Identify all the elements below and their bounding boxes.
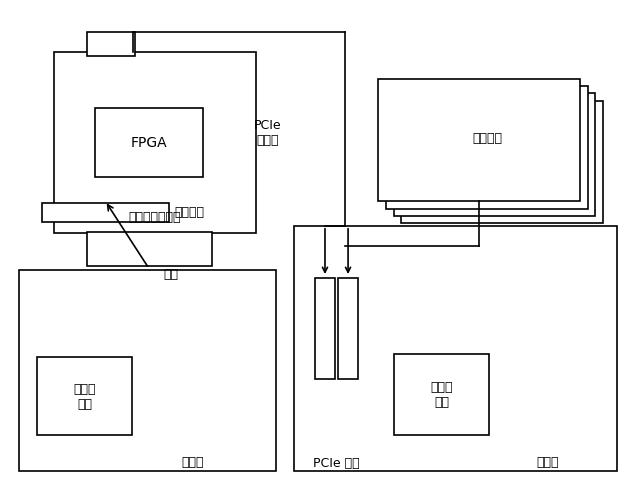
Text: 磁盘阵列: 磁盘阵列 [472,132,502,145]
Bar [95,108,203,177]
Text: 接收机: 接收机 [537,456,560,469]
Text: FPGA: FPGA [130,136,167,150]
Text: PCIe
连接线: PCIe 连接线 [254,118,282,147]
Text: 测试机: 测试机 [181,456,204,469]
Bar [338,278,358,379]
Text: 中央处
理器: 中央处 理器 [430,381,453,409]
Bar [394,354,489,435]
Bar [42,203,169,222]
Bar [19,270,276,471]
Bar [87,232,212,266]
Bar [378,79,580,201]
Bar [394,93,595,216]
Text: 内存插槽: 内存插槽 [174,206,204,219]
Bar [294,226,617,471]
Text: 中央处
理器: 中央处 理器 [73,382,96,411]
Bar [37,357,132,435]
Bar [315,278,335,379]
Text: 插入: 插入 [163,269,178,281]
Bar [401,101,603,223]
Text: PCIe 插槽: PCIe 插槽 [313,458,360,470]
Bar [54,52,256,233]
Bar [87,32,135,56]
Text: 访存踪迹采集卡: 访存踪迹采集卡 [129,211,181,223]
Bar [386,86,588,209]
